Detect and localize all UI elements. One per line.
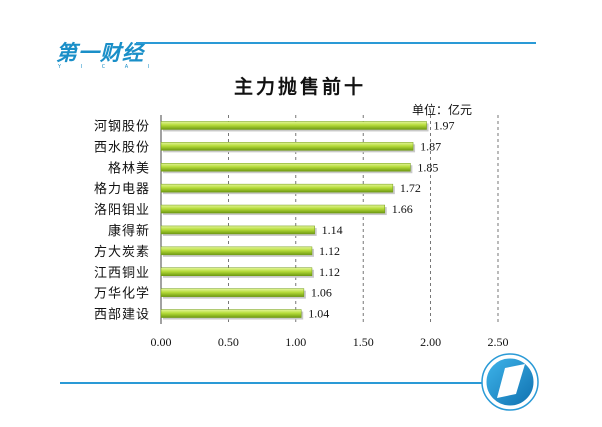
brand-logo-subtitle: Y I C A I: [58, 64, 159, 70]
bar: [160, 246, 313, 256]
x-tick-label: 1.00: [285, 335, 306, 349]
chart-title: 主力抛售前十: [234, 75, 366, 98]
unit-label: 单位：亿元: [412, 102, 472, 117]
value-label: 1.97: [434, 118, 455, 132]
bar: [160, 163, 411, 172]
x-tick-label: 0.50: [218, 335, 239, 349]
category-label: 河钢股份: [94, 119, 150, 134]
bottom-divider: [60, 382, 482, 384]
value-label: 1.72: [400, 181, 421, 195]
bar: [160, 121, 427, 130]
x-tick-label: 0.00: [151, 335, 172, 349]
value-label: 1.12: [319, 265, 340, 279]
x-tick-labels: 0.00 0.50 1.00 1.50 2.00 2.50: [151, 335, 509, 349]
x-tick-label: 2.00: [420, 335, 441, 349]
value-label: 1.66: [392, 202, 413, 216]
category-label: 洛阳钼业: [94, 203, 150, 218]
category-label: 西水股份: [94, 140, 150, 155]
bar: [160, 142, 414, 151]
x-tick-label: 2.50: [488, 335, 509, 349]
bars: [160, 121, 429, 320]
category-label: 康得新: [108, 223, 150, 239]
value-label: 1.87: [420, 139, 441, 153]
value-label: 1.04: [308, 307, 329, 321]
value-label: 1.06: [311, 286, 332, 300]
value-labels: 1.97 1.87 1.85 1.72 1.66 1.14 1.12 1.12 1.06 1.04: [308, 118, 454, 320]
category-label: 万华化学: [94, 286, 150, 302]
value-label: 1.12: [319, 244, 340, 258]
bar: [160, 288, 305, 297]
bar: [160, 225, 315, 235]
value-label: 1.14: [322, 223, 343, 237]
category-label: 格力电器: [94, 181, 150, 197]
bar: [160, 267, 313, 276]
top-divider: [136, 42, 536, 44]
value-label: 1.85: [417, 160, 438, 174]
brand-logo: 第一财经: [56, 41, 144, 65]
category-label: 格林美: [108, 160, 150, 176]
x-tick-label: 1.50: [353, 335, 374, 349]
category-label: 西部建设: [94, 308, 150, 323]
bar: [160, 204, 386, 214]
category-label: 方大炭素: [94, 244, 150, 260]
category-label: 江西铜业: [94, 266, 150, 281]
bar: [160, 309, 302, 318]
footer-logo-icon: [481, 353, 539, 411]
bar: [160, 183, 394, 193]
